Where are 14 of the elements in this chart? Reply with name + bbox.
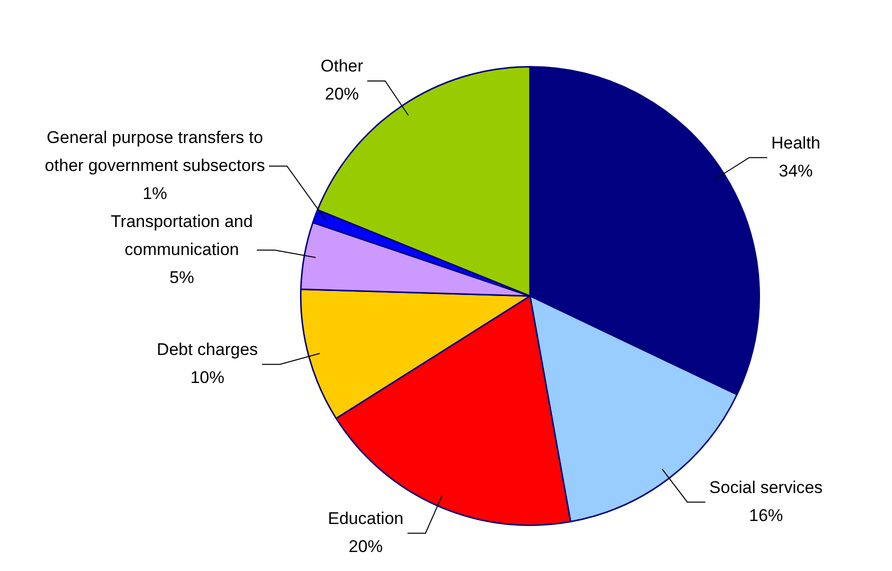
data-label: 5% xyxy=(170,268,194,287)
data-label: 34% xyxy=(778,161,813,180)
data-label: 16% xyxy=(748,506,784,525)
slice-label: Health xyxy=(771,133,820,152)
data-label: 20% xyxy=(348,536,383,556)
data-label: 20% xyxy=(324,84,359,104)
slice-label: Debt charges xyxy=(156,340,258,360)
slice-label: Other xyxy=(320,56,364,76)
data-label: 10% xyxy=(190,368,224,388)
data-label: 1% xyxy=(142,184,168,203)
slice-label: General purpose transfers to other government subsectors xyxy=(44,128,265,175)
slice-label: Social services xyxy=(709,478,823,497)
slice-label: Transportation and communication xyxy=(110,212,253,259)
slice-label: Education xyxy=(328,508,404,528)
